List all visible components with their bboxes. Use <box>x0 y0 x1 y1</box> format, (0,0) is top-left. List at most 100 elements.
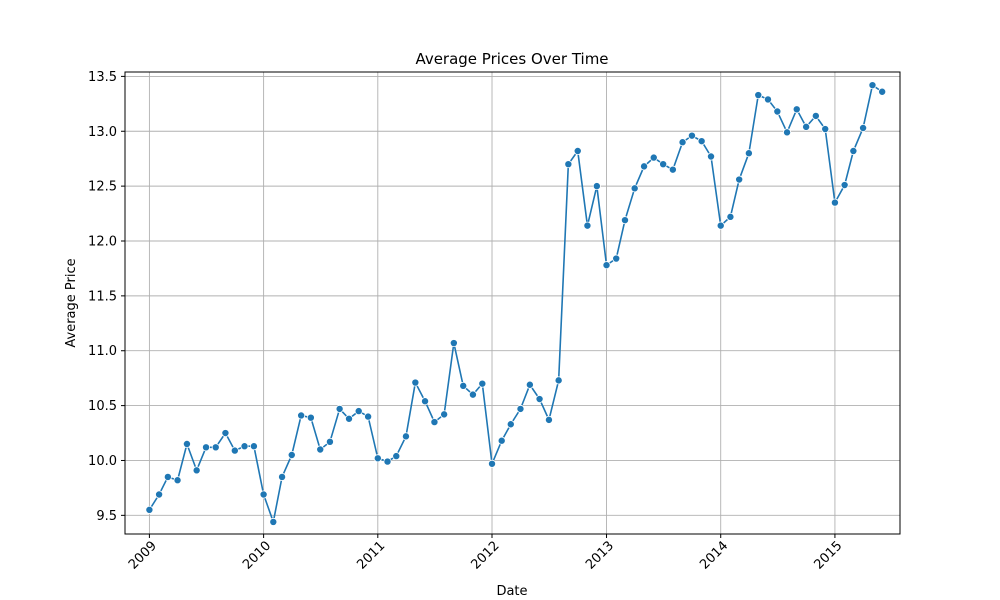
data-point <box>297 411 306 420</box>
data-point <box>173 476 182 485</box>
data-point <box>763 95 772 104</box>
data-point <box>640 162 649 171</box>
data-point <box>373 454 382 463</box>
data-point <box>525 380 534 389</box>
series-line <box>148 83 883 525</box>
data-point <box>497 436 506 445</box>
data-point <box>802 122 811 131</box>
data-point <box>211 443 220 452</box>
data-point <box>678 138 687 147</box>
data-point <box>783 128 792 137</box>
data-point <box>620 216 629 225</box>
y-tick-label: 9.5 <box>96 509 117 524</box>
x-tick-label: 2013 <box>583 539 617 573</box>
data-point <box>345 414 354 423</box>
data-point <box>230 446 239 455</box>
data-point <box>249 442 258 451</box>
x-tick-label: 2014 <box>697 539 731 573</box>
data-point <box>240 442 249 451</box>
data-point <box>401 432 410 441</box>
data-point <box>145 505 154 514</box>
grid-lines <box>125 72 900 534</box>
data-point <box>707 152 716 161</box>
data-point <box>478 379 487 388</box>
data-point <box>421 397 430 406</box>
data-point <box>468 390 477 399</box>
x-tick-label: 2012 <box>469 539 503 573</box>
x-tick-label: 2009 <box>126 539 160 573</box>
data-point <box>830 198 839 207</box>
data-point <box>202 443 211 452</box>
data-point <box>840 181 849 190</box>
x-tick-label: 2010 <box>240 539 274 573</box>
data-point <box>659 160 668 169</box>
data-point <box>411 378 420 387</box>
y-axis-title: Average Price <box>64 258 79 347</box>
data-point <box>459 381 468 390</box>
data-point <box>630 184 639 193</box>
data-point <box>354 407 363 416</box>
y-tick-label: 12.0 <box>88 234 117 249</box>
data-point <box>583 221 592 230</box>
y-tick-label: 11.5 <box>88 289 117 304</box>
y-tick-label: 11.0 <box>88 344 117 359</box>
data-point <box>697 137 706 146</box>
x-tick-label: 2011 <box>354 539 388 573</box>
data-points <box>145 81 887 526</box>
data-point <box>316 445 325 454</box>
data-point <box>535 395 544 404</box>
data-point <box>859 123 868 132</box>
y-tick-label: 10.0 <box>88 454 117 469</box>
data-point <box>269 517 278 526</box>
data-point <box>821 125 830 134</box>
data-point <box>430 418 439 427</box>
data-point <box>325 437 334 446</box>
data-point <box>440 410 449 419</box>
chart-title: Average Prices Over Time <box>415 50 608 68</box>
data-point <box>735 175 744 184</box>
data-point <box>687 131 696 140</box>
data-point <box>449 339 458 348</box>
data-point <box>155 490 164 499</box>
x-axis-title: Date <box>496 584 527 599</box>
x-axis: 2009 2010 2011 2012 2013 2014 2015 <box>126 534 845 573</box>
y-tick-label: 10.5 <box>88 399 117 414</box>
data-point <box>335 404 344 413</box>
x-tick-label: 2015 <box>811 539 845 573</box>
data-point <box>573 147 582 156</box>
data-point <box>516 404 525 413</box>
data-point <box>306 413 315 422</box>
data-point <box>716 221 725 230</box>
data-point <box>287 450 296 459</box>
data-point <box>259 490 268 499</box>
plot-area-frame <box>124 71 901 535</box>
data-point <box>754 91 763 100</box>
data-point <box>612 254 621 263</box>
data-point <box>554 376 563 385</box>
data-point <box>773 107 782 116</box>
data-point <box>163 472 172 481</box>
y-tick-label: 12.5 <box>88 180 117 195</box>
y-axis: 9.5 10.0 10.5 11.0 11.5 12.0 12.5 13.0 13.5 <box>88 70 125 524</box>
data-point <box>726 212 735 221</box>
data-point <box>564 160 573 169</box>
data-point <box>192 466 201 475</box>
y-tick-label: 13.5 <box>88 70 117 85</box>
data-point <box>506 420 515 429</box>
y-tick-label: 13.0 <box>88 125 117 140</box>
data-point <box>392 452 401 461</box>
data-point <box>744 149 753 158</box>
data-point <box>383 457 392 466</box>
data-point <box>544 415 553 424</box>
data-point <box>668 165 677 174</box>
data-point <box>602 261 611 270</box>
data-point <box>649 153 658 162</box>
data-point <box>878 87 887 96</box>
data-point <box>849 147 858 156</box>
data-point <box>182 440 191 449</box>
data-point <box>592 182 601 191</box>
data-point <box>278 472 287 481</box>
data-point <box>364 412 373 421</box>
data-point <box>792 105 801 114</box>
